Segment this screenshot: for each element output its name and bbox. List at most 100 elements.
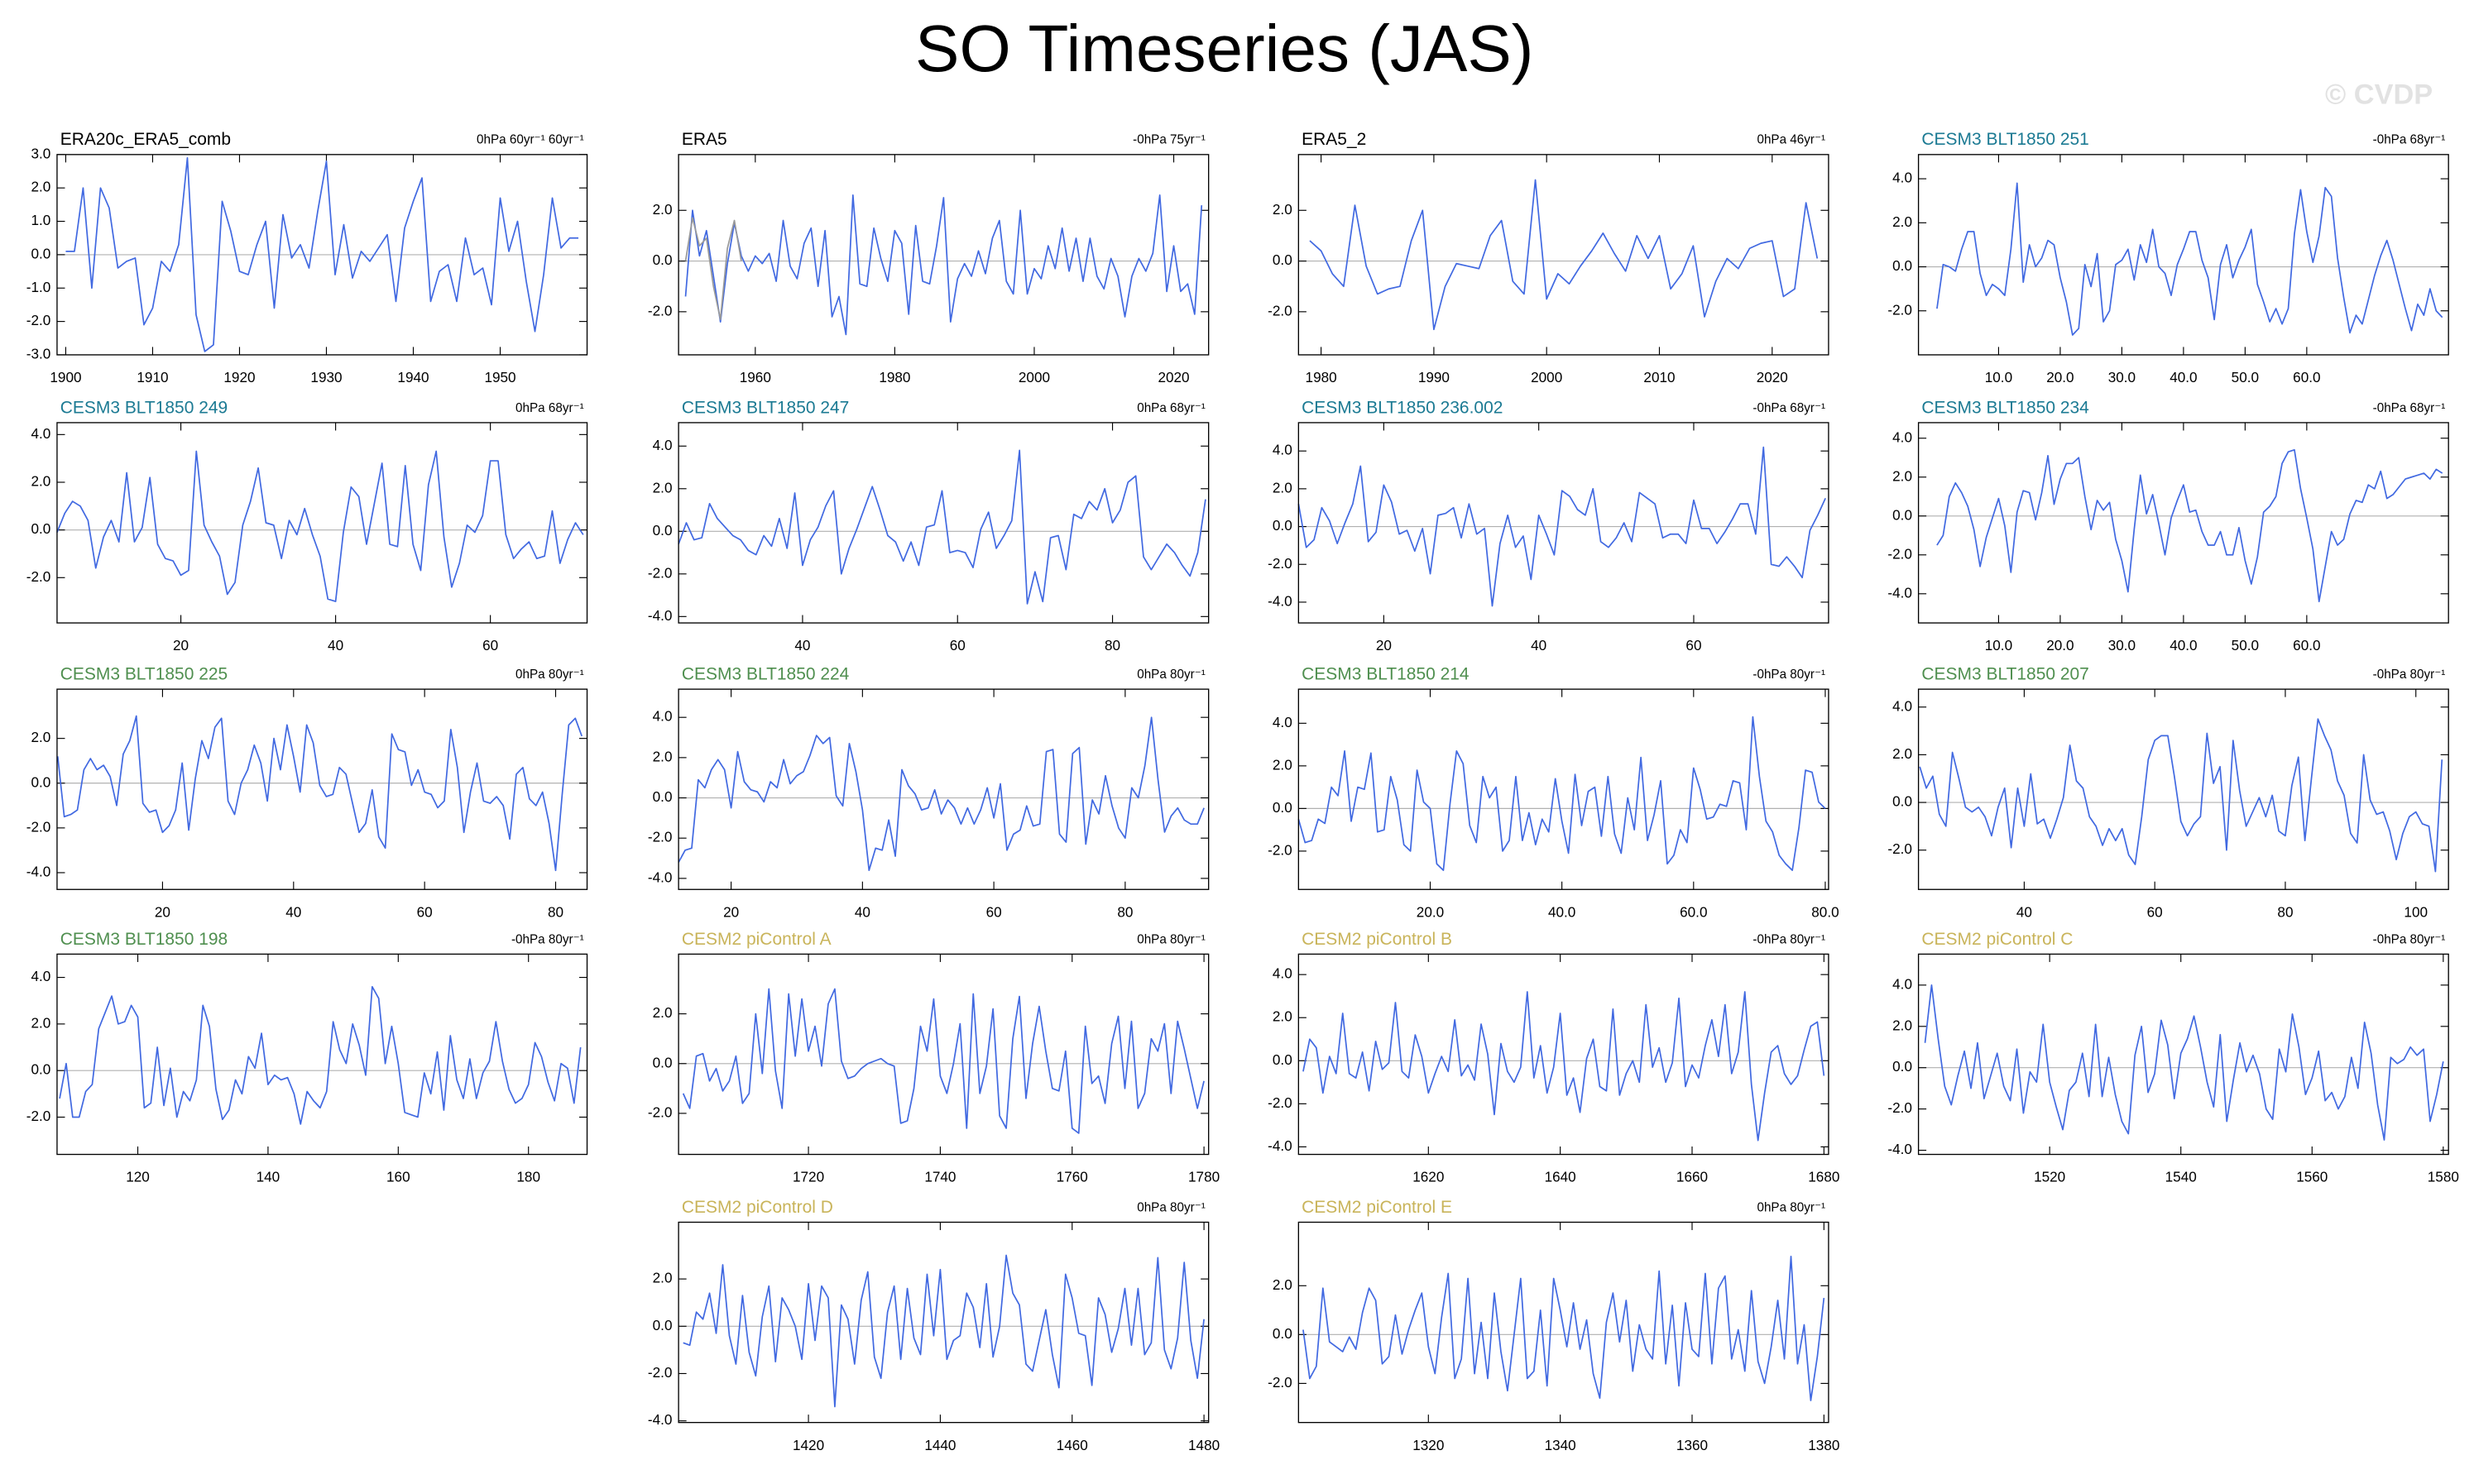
y-tick-label: 2.0 [1273,201,1292,218]
y-tick-label: -2.0 [1268,1094,1292,1111]
series-line [1936,448,2443,603]
x-tick-label: 80 [2277,903,2293,920]
x-tick-label: 1980 [879,369,910,385]
y-tick-label: 4.0 [1892,697,1912,714]
x-tick-label: 40.0 [2170,637,2197,653]
x-tick-label: 80.0 [1811,903,1839,920]
panel-subtitle: 0hPa 60yr⁻¹ 60yr⁻¹ [477,133,584,147]
series-line [678,449,1206,605]
y-tick-label: 2.0 [653,748,673,764]
y-tick-label: -2.0 [648,302,673,318]
y-tick-label: 2.0 [1892,213,1912,230]
panel-title: CESM3 BLT1850 224 [682,665,850,684]
y-tick-label: 2.0 [1273,1276,1292,1293]
x-tick-label: 20.0 [2046,369,2074,385]
x-tick-label: 1420 [793,1437,824,1453]
y-tick-label: -4.0 [26,863,51,879]
panel-title: CESM3 BLT1850 251 [1921,130,2088,149]
y-tick-label: 4.0 [31,425,50,442]
y-tick-label: -2.0 [26,568,51,585]
panel-title: CESM3 BLT1850 236.002 [1302,398,1503,417]
panel-title: ERA5_2 [1302,130,1366,149]
x-tick-label: 60.0 [2293,369,2320,385]
x-tick-label: 30.0 [2108,369,2136,385]
y-tick-label: -2.0 [1887,1099,1912,1116]
panel-subtitle: 0hPa 80yr⁻¹ [1137,668,1206,682]
y-tick-label: 0.0 [1273,1325,1292,1342]
x-tick-label: 1960 [740,369,771,385]
panel-subtitle: -0hPa 68yr⁻¹ [1752,401,1825,415]
x-tick-label: 1520 [2034,1169,2065,1185]
y-tick-label: 2.0 [31,729,50,745]
x-tick-label: 20.0 [1417,903,1444,920]
series-line [56,450,584,602]
y-tick-label: 2.0 [31,473,50,490]
x-tick-label: 180 [516,1169,540,1185]
series-line [1919,718,2443,873]
y-tick-label: -4.0 [1887,1141,1912,1157]
series-line [1936,182,2443,336]
x-tick-label: 60.0 [2293,637,2320,653]
panel-subtitle: -0hPa 80yr⁻¹ [1752,932,1825,946]
y-tick-label: -4.0 [1887,584,1912,601]
y-tick-label: 4.0 [1892,170,1912,186]
x-tick-label: 1780 [1188,1169,1220,1185]
x-tick-label: 30.0 [2108,637,2136,653]
y-tick-label: -2.0 [648,564,673,581]
plot-frame [1297,422,1829,624]
y-tick-label: 2.0 [1892,1017,1912,1033]
y-tick-label: -4.0 [648,607,673,624]
plot-frame [1297,953,1829,1156]
panel-title: ERA20c_ERA5_comb [60,130,231,149]
y-tick-label: 0.0 [1273,1051,1292,1068]
panel-subtitle: -0hPa 80yr⁻¹ [511,932,584,946]
y-tick-label: 4.0 [653,708,673,725]
y-tick-label: -2.0 [26,312,51,328]
y-tick-label: 2.0 [653,1004,673,1021]
y-tick-label: 0.0 [1273,251,1292,268]
y-tick-label: -2.0 [1268,555,1292,572]
x-tick-label: 60 [1685,637,1701,653]
plot-frame [1297,154,1829,356]
y-tick-label: 0.0 [653,1317,673,1333]
plot-frame [1917,688,2449,890]
series-line [682,988,1205,1134]
series-line [56,715,583,872]
x-tick-label: 1460 [1057,1437,1088,1453]
y-tick-label: 2.0 [1273,479,1292,495]
x-tick-label: 60 [2147,903,2163,920]
series-line [1297,716,1826,871]
x-tick-label: 1930 [310,369,342,385]
panel-title: CESM2 piControl B [1302,930,1452,949]
x-tick-label: 1540 [2165,1169,2197,1185]
figure-title: SO Timeseries (JAS) [915,12,1533,85]
x-tick-label: 80 [1117,903,1133,920]
x-tick-label: 1910 [137,369,168,385]
panel-subtitle: 0hPa 46yr⁻¹ [1757,133,1825,147]
x-tick-label: 1740 [924,1169,956,1185]
y-tick-label: 0.0 [1892,257,1912,274]
plot-frame [1297,1221,1829,1424]
y-tick-label: -2.0 [1268,1374,1292,1391]
panel-title: CESM3 BLT1850 249 [60,398,228,417]
x-tick-label: 2020 [1757,369,1788,385]
x-tick-label: 2000 [1019,369,1050,385]
x-tick-label: 40 [285,903,301,920]
panel-title: CESM3 BLT1850 198 [60,930,228,949]
plot-frame [678,688,1210,890]
y-tick-label: -4.0 [648,1411,673,1428]
y-tick-label: 4.0 [1273,442,1292,458]
series-line [1924,984,2444,1141]
plot-frame [1297,688,1829,890]
y-tick-label: 2.0 [653,1270,673,1286]
x-tick-label: 1900 [50,369,81,385]
x-tick-label: 20.0 [2046,637,2074,653]
x-tick-label: 40 [855,903,870,920]
panel-title: CESM2 piControl D [682,1198,833,1217]
y-tick-label: -2.0 [1887,840,1912,857]
y-tick-label: 0.0 [31,1061,50,1078]
y-tick-label: 2.0 [653,479,673,495]
panel-title: CESM2 piControl A [682,930,832,949]
x-tick-label: 1320 [1412,1437,1444,1453]
y-tick-label: 4.0 [653,437,673,453]
